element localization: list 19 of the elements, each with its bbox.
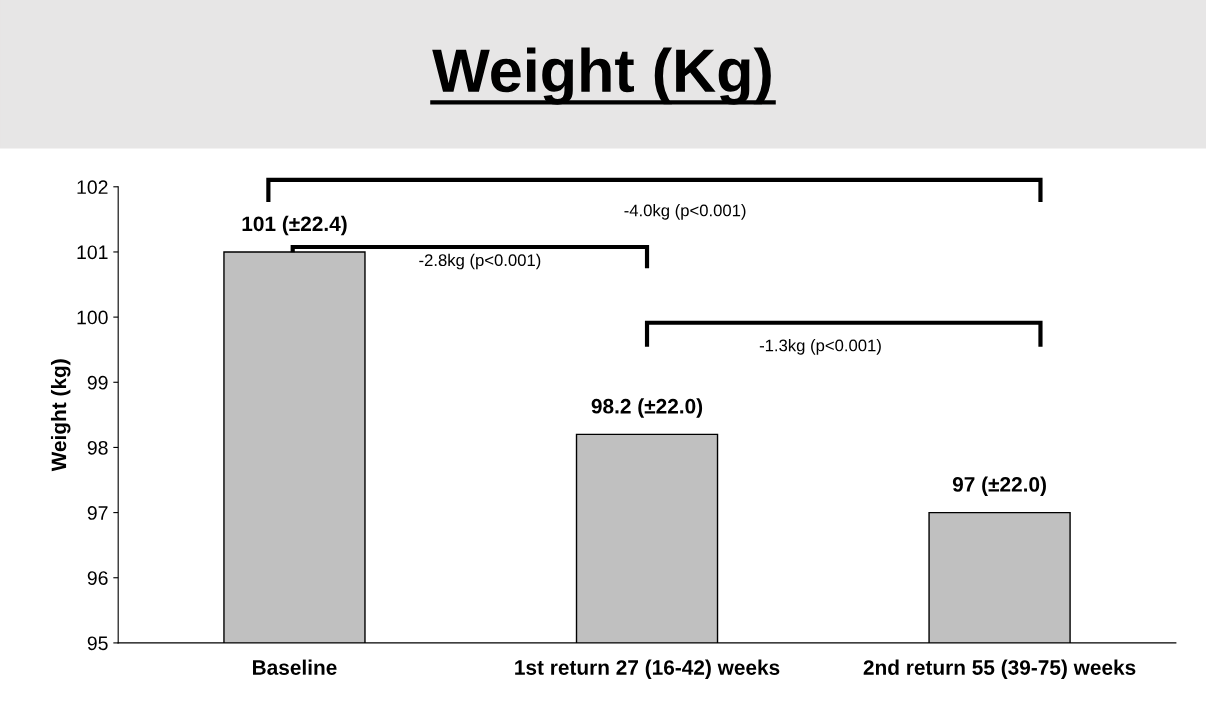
data-label: 98.2 (±22.0) [591, 398, 703, 418]
x-tick-label: 2nd return 55 (39-75) weeks [863, 659, 1136, 679]
y-tick-label: 96 [87, 571, 108, 585]
chart-title: Weight (Kg) [432, 47, 771, 105]
y-tick-label: 101 [77, 245, 108, 260]
x-tick-label: 1st return 27 (16-42) weeks [515, 659, 780, 679]
y-axis-title: Weight (kg) [50, 359, 71, 472]
y-tick-label: 95 [87, 636, 108, 651]
y-tick-label: 100 [77, 310, 108, 325]
y-tick-label: 97 [87, 506, 108, 520]
annotation: -1.3kg (p<0.001) [759, 339, 881, 355]
data-label: 97 (±22.0) [952, 476, 1046, 496]
annotation: -4.0kg (p<0.001) [624, 204, 746, 220]
annotation: -2.8kg (p<0.001) [419, 253, 541, 270]
data-label: 101 (±22.4) [242, 215, 347, 236]
y-tick-label: 99 [87, 375, 108, 390]
y-tick-label: 102 [77, 180, 108, 195]
x-tick-label: Baseline [253, 659, 337, 675]
y-tick-label: 98 [87, 440, 108, 455]
